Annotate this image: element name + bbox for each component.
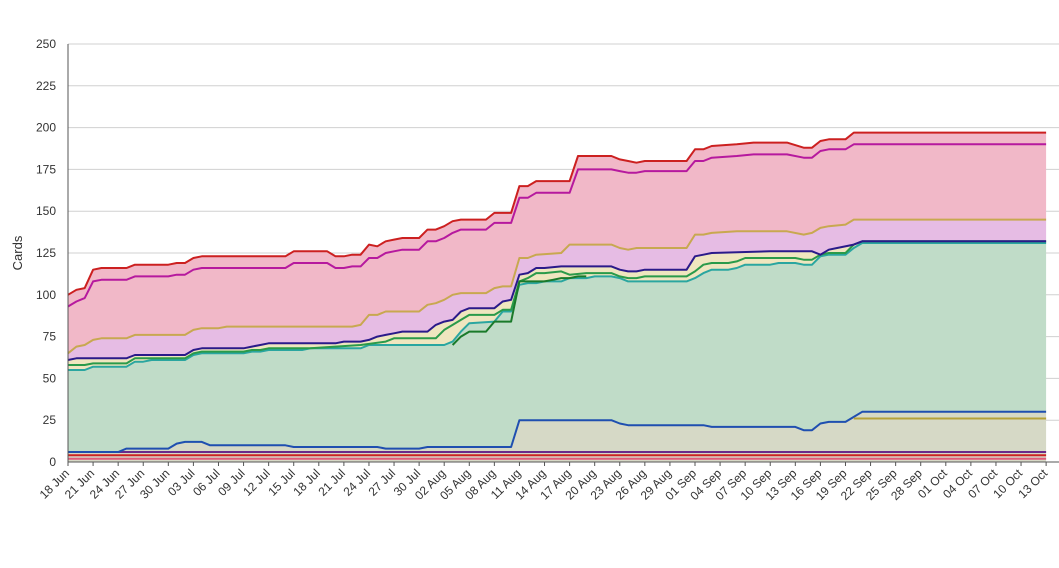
x-tick-label: 24 Jul xyxy=(341,466,374,499)
y-tick-label: 200 xyxy=(36,121,56,135)
area-lower-blue xyxy=(68,411,1047,462)
x-tick-label: 13 Oct xyxy=(1015,466,1050,501)
line-navy xyxy=(67,240,1047,361)
line-teal xyxy=(68,242,1047,371)
y-tick-label: 75 xyxy=(43,330,57,344)
y-axis-title: Cards xyxy=(10,235,25,270)
x-tick-label: 27 Jul xyxy=(366,466,399,499)
x-tick-label: 15 Jul xyxy=(265,466,298,499)
x-tick-label: 21 Jul xyxy=(315,466,348,499)
x-tick-label: 09 Jul xyxy=(215,466,248,499)
x-tick-label: 18 Jul xyxy=(290,466,323,499)
y-tick-labels: 0 25 50 75 100 125 150 175 200 225 250 xyxy=(36,37,56,469)
line-dark-green xyxy=(451,275,587,346)
line-magenta xyxy=(67,143,1047,308)
y-tick-label: 50 xyxy=(43,371,57,385)
line-lower-blue xyxy=(68,410,1047,453)
y-tick-label: 150 xyxy=(36,204,56,218)
x-tick-label: 12 Jul xyxy=(240,466,273,499)
line-olive xyxy=(67,218,1047,355)
axes xyxy=(67,44,1059,463)
y-tick-label: 25 xyxy=(43,413,57,427)
area-magenta xyxy=(68,144,1047,354)
area-olive xyxy=(68,219,1047,360)
y-tick-label: 175 xyxy=(36,162,56,176)
series-lines xyxy=(67,131,1047,460)
area-teal xyxy=(68,243,1047,452)
x-tick-label: 06 Jul xyxy=(190,466,223,499)
y-tick-label: 0 xyxy=(49,455,56,469)
x-tick-label: 03 Jul xyxy=(165,466,198,499)
y-tick-label: 225 xyxy=(36,79,56,93)
line-green xyxy=(68,240,1047,366)
y-tick-label: 250 xyxy=(36,37,56,51)
y-tick-label: 125 xyxy=(36,246,56,260)
y-tick-label: 100 xyxy=(36,288,56,302)
line-red xyxy=(67,131,1047,296)
